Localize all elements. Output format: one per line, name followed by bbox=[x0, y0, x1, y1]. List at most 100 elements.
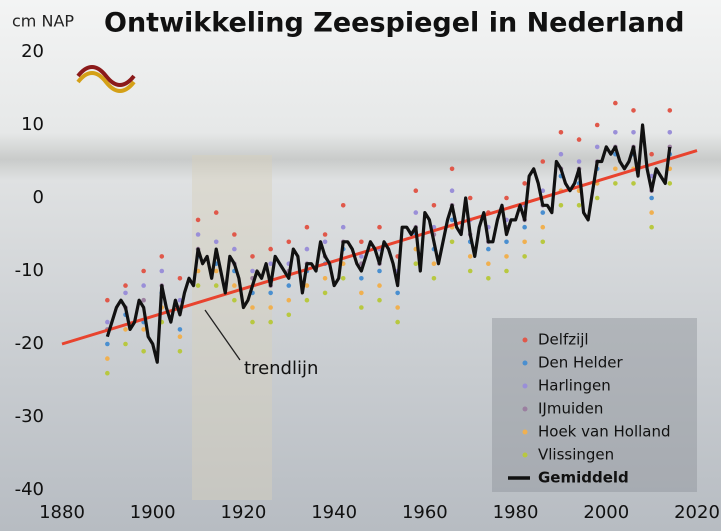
legend-label: Harlingen bbox=[538, 377, 611, 395]
station-point bbox=[667, 130, 672, 135]
station-point bbox=[268, 305, 273, 310]
station-point bbox=[323, 232, 328, 237]
station-point bbox=[522, 240, 527, 245]
x-tick-label: 1940 bbox=[311, 502, 357, 523]
station-point bbox=[395, 305, 400, 310]
station-point bbox=[631, 108, 636, 113]
station-point bbox=[105, 298, 110, 303]
station-point bbox=[123, 342, 128, 347]
x-tick-label: 1900 bbox=[130, 502, 176, 523]
station-point bbox=[359, 305, 364, 310]
station-point bbox=[178, 334, 183, 339]
station-point bbox=[468, 269, 473, 274]
station-point bbox=[468, 254, 473, 259]
station-point bbox=[105, 356, 110, 361]
station-point bbox=[232, 283, 237, 288]
legend-label: Den Helder bbox=[538, 354, 623, 372]
station-point bbox=[486, 261, 491, 266]
y-tick-label: 10 bbox=[21, 114, 44, 135]
chart: cm NAP Ontwikkeling Zeespiegel in Nederl… bbox=[0, 0, 721, 531]
station-point bbox=[105, 371, 110, 376]
station-point bbox=[631, 130, 636, 135]
station-point bbox=[540, 159, 545, 164]
station-point bbox=[178, 349, 183, 354]
station-point bbox=[504, 196, 509, 201]
station-point bbox=[649, 152, 654, 157]
station-point bbox=[196, 232, 201, 237]
station-point bbox=[504, 240, 509, 245]
y-tick-label: 0 bbox=[33, 187, 44, 208]
station-point bbox=[413, 210, 418, 215]
station-point bbox=[123, 327, 128, 332]
station-point bbox=[341, 225, 346, 230]
station-point bbox=[359, 276, 364, 281]
station-point bbox=[432, 261, 437, 266]
station-point bbox=[250, 254, 255, 259]
station-point bbox=[268, 247, 273, 252]
station-point bbox=[141, 349, 146, 354]
station-point bbox=[559, 152, 564, 157]
station-point bbox=[486, 247, 491, 252]
station-point bbox=[667, 181, 672, 186]
station-point bbox=[377, 225, 382, 230]
station-point bbox=[196, 218, 201, 223]
x-tick-label: 2020 bbox=[674, 502, 720, 523]
station-point bbox=[595, 145, 600, 150]
station-point bbox=[577, 159, 582, 164]
legend-marker bbox=[523, 453, 528, 458]
station-point bbox=[196, 283, 201, 288]
legend-label: Delfzijl bbox=[538, 331, 589, 349]
station-point bbox=[649, 210, 654, 215]
station-point bbox=[450, 188, 455, 193]
station-point bbox=[250, 269, 255, 274]
station-point bbox=[577, 203, 582, 208]
station-point bbox=[323, 240, 328, 245]
station-point bbox=[214, 240, 219, 245]
station-point bbox=[141, 298, 146, 303]
station-point bbox=[559, 203, 564, 208]
station-point bbox=[649, 225, 654, 230]
station-point bbox=[305, 225, 310, 230]
station-point bbox=[305, 298, 310, 303]
station-point bbox=[123, 291, 128, 296]
station-point bbox=[341, 276, 346, 281]
station-point bbox=[540, 240, 545, 245]
x-tick-label: 1920 bbox=[221, 502, 267, 523]
x-tick-label: 2000 bbox=[583, 502, 629, 523]
station-point bbox=[613, 130, 618, 135]
station-point bbox=[323, 291, 328, 296]
legend-label: Hoek van Holland bbox=[538, 423, 671, 441]
legend-label: IJmuiden bbox=[538, 400, 603, 418]
station-point bbox=[286, 313, 291, 318]
annotation: trendlijn bbox=[244, 358, 318, 379]
x-tick-label: 1980 bbox=[493, 502, 539, 523]
station-point bbox=[232, 247, 237, 252]
y-tick-label: -40 bbox=[15, 479, 44, 500]
station-point bbox=[250, 320, 255, 325]
station-point bbox=[377, 269, 382, 274]
station-point bbox=[613, 181, 618, 186]
station-point bbox=[268, 320, 273, 325]
legend-marker bbox=[523, 361, 528, 366]
y-tick-label: -10 bbox=[15, 260, 44, 281]
station-point bbox=[250, 305, 255, 310]
gauge-post bbox=[192, 155, 272, 500]
station-point bbox=[105, 320, 110, 325]
station-point bbox=[595, 196, 600, 201]
station-point bbox=[159, 254, 164, 259]
y-axis-label: cm NAP bbox=[12, 12, 74, 31]
y-tick-label: -30 bbox=[15, 406, 44, 427]
chart-title: Ontwikkeling Zeespiegel in Nederland bbox=[104, 8, 684, 39]
station-point bbox=[522, 254, 527, 259]
station-point bbox=[395, 320, 400, 325]
station-point bbox=[323, 276, 328, 281]
station-point bbox=[178, 327, 183, 332]
station-point bbox=[159, 269, 164, 274]
y-tick-label: -20 bbox=[15, 333, 44, 354]
station-point bbox=[540, 225, 545, 230]
station-point bbox=[123, 283, 128, 288]
station-point bbox=[413, 188, 418, 193]
station-point bbox=[667, 108, 672, 113]
station-point bbox=[359, 291, 364, 296]
station-point bbox=[468, 196, 473, 201]
